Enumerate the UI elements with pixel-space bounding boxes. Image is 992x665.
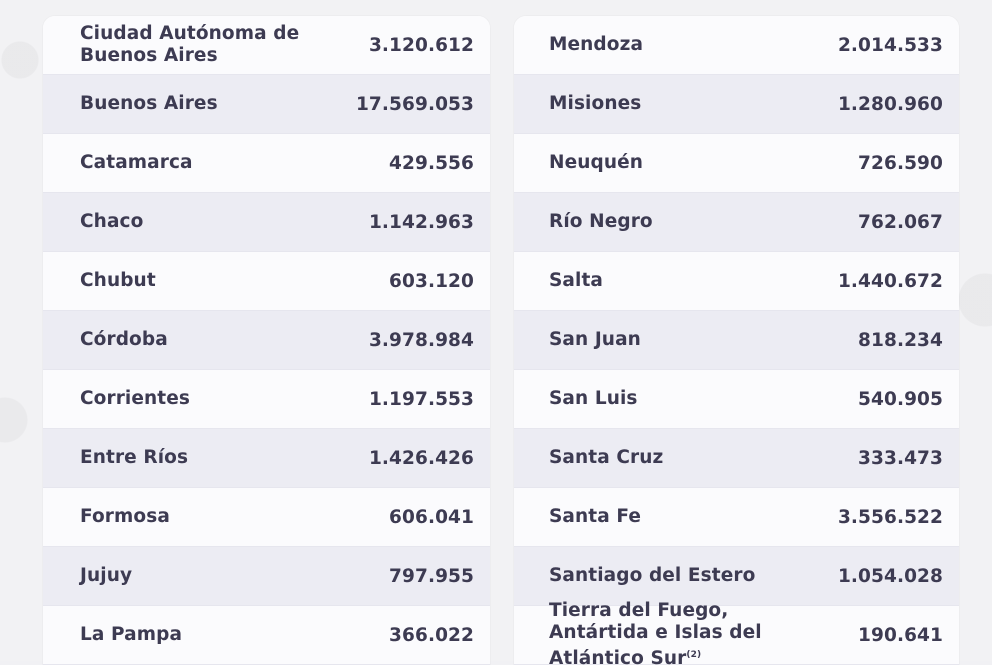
- province-name: Corrientes: [80, 388, 190, 409]
- table-row: Misiones 1.280.960: [514, 75, 959, 134]
- province-name: La Pampa: [80, 624, 183, 645]
- table-row: Ciudad Autónoma de Buenos Aires 3.120.61…: [43, 16, 490, 75]
- table-row: Santa Cruz 333.473: [514, 429, 959, 488]
- table-row: Santiago del Estero 1.054.028: [514, 547, 959, 606]
- population-value: 1.054.028: [837, 565, 943, 587]
- province-name: Neuquén: [549, 152, 644, 173]
- table-row: Corrientes 1.197.553: [43, 370, 490, 429]
- province-name: Río Negro: [549, 211, 653, 232]
- table-row: Jujuy 797.955: [43, 547, 490, 606]
- population-value: 606.041: [389, 506, 474, 528]
- population-value: 540.905: [858, 388, 943, 410]
- province-name: Jujuy: [80, 565, 133, 586]
- footnote-marker: (2): [686, 649, 702, 660]
- population-value: 1.142.963: [368, 211, 474, 233]
- population-value: 762.067: [858, 211, 943, 233]
- table-row: Formosa 606.041: [43, 488, 490, 547]
- table-row: Mendoza 2.014.533: [514, 16, 959, 75]
- table-row: Córdoba 3.978.984: [43, 311, 490, 370]
- population-value: 3.120.612: [368, 34, 474, 56]
- table-row: La Pampa 366.022: [43, 606, 490, 665]
- population-value: 3.978.984: [368, 329, 474, 351]
- table-row: Neuquén 726.590: [514, 134, 959, 193]
- population-value: 818.234: [858, 329, 943, 351]
- population-value: 190.641: [858, 624, 943, 646]
- table-row: Santa Fe 3.556.522: [514, 488, 959, 547]
- table-row: Chaco 1.142.963: [43, 193, 490, 252]
- population-value: 17.569.053: [355, 93, 474, 115]
- province-name: Buenos Aires: [80, 93, 218, 114]
- province-name: San Juan: [549, 329, 641, 350]
- table-row: Tierra del Fuego, Antártida e Islas del …: [514, 600, 959, 665]
- province-name: Catamarca: [80, 152, 193, 173]
- table-row: Catamarca 429.556: [43, 134, 490, 193]
- table-row: San Luis 540.905: [514, 370, 959, 429]
- province-name: Formosa: [80, 506, 170, 527]
- province-name: Salta: [549, 270, 603, 291]
- table-row: Chubut 603.120: [43, 252, 490, 311]
- province-name: Chaco: [80, 211, 144, 232]
- province-name: Santa Fe: [549, 506, 641, 527]
- population-value: 1.440.672: [837, 270, 943, 292]
- province-name: Misiones: [549, 93, 642, 114]
- population-value: 3.556.522: [837, 506, 943, 528]
- province-name: Tierra del Fuego, Antártida e Islas del …: [549, 600, 834, 665]
- population-value: 1.280.960: [837, 93, 943, 115]
- province-name: Santa Cruz: [549, 447, 664, 468]
- population-value: 603.120: [389, 270, 474, 292]
- table-row: Río Negro 762.067: [514, 193, 959, 252]
- table-row: Salta 1.440.672: [514, 252, 959, 311]
- province-name: Entre Ríos: [80, 447, 189, 468]
- province-name-text: Tierra del Fuego, Antártida e Islas del …: [549, 599, 762, 665]
- population-value: 726.590: [858, 152, 943, 174]
- population-table-right: Mendoza 2.014.533 Misiones 1.280.960 Neu…: [514, 16, 959, 665]
- population-value: 1.197.553: [368, 388, 474, 410]
- province-name: Mendoza: [549, 34, 644, 55]
- table-row: Entre Ríos 1.426.426: [43, 429, 490, 488]
- population-value: 429.556: [389, 152, 474, 174]
- population-value: 366.022: [389, 624, 474, 646]
- province-name: Ciudad Autónoma de Buenos Aires: [80, 23, 300, 66]
- province-name: San Luis: [549, 388, 638, 409]
- table-row: San Juan 818.234: [514, 311, 959, 370]
- population-value: 797.955: [389, 565, 474, 587]
- province-name: Santiago del Estero: [549, 565, 756, 586]
- table-row: Buenos Aires 17.569.053: [43, 75, 490, 134]
- population-value: 2.014.533: [837, 34, 943, 56]
- population-value: 333.473: [858, 447, 943, 469]
- province-name: Chubut: [80, 270, 156, 291]
- population-table-left: Ciudad Autónoma de Buenos Aires 3.120.61…: [43, 16, 490, 665]
- province-name: Córdoba: [80, 329, 168, 350]
- population-value: 1.426.426: [368, 447, 474, 469]
